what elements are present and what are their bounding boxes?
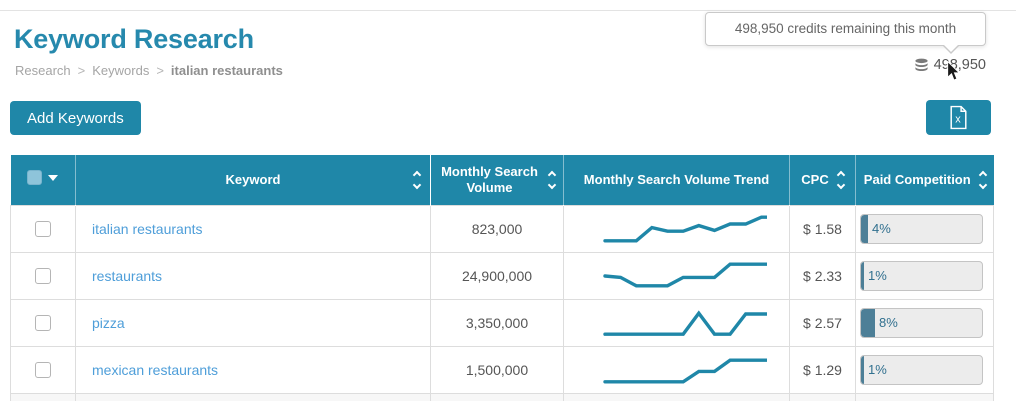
row-checkbox[interactable]: [35, 362, 51, 379]
paid-competition-bar: 4%: [860, 213, 983, 244]
sort-paid-icon[interactable]: [978, 170, 987, 189]
sort-keyword-icon[interactable]: [412, 170, 422, 189]
cpc-cell: $ 1.29: [789, 345, 856, 394]
row-select-cell: [10, 345, 76, 394]
keyword-row: italian restaurants 823,000 $ 1.58 4%: [10, 204, 994, 253]
sort-up-icon: [412, 170, 422, 179]
paid-competition-cell: 8%: [855, 298, 994, 347]
paid-competition-cell: 1%: [855, 251, 994, 300]
cpc-cell: $ 2.33: [789, 251, 856, 300]
credits-tooltip: 498,950 credits remaining this month: [705, 12, 986, 54]
row-select-cell: [10, 298, 76, 347]
column-header-paid-competition[interactable]: Paid Competition: [855, 155, 994, 205]
svg-text:x: x: [955, 114, 961, 126]
paid-competition-label: 1%: [868, 267, 887, 283]
paid-competition-bar: 1%: [860, 260, 983, 291]
excel-file-icon: x: [948, 105, 969, 130]
trend-sparkline: [602, 214, 767, 242]
keywords-table: Keyword Monthly Search Volume Monthly Se…: [10, 155, 994, 401]
sort-up-icon: [978, 170, 987, 179]
panel-top-border: [0, 10, 1016, 11]
sort-down-icon: [547, 180, 556, 189]
search-volume-cell: 1,500,000: [430, 345, 564, 394]
paid-competition-bar-fill: [861, 214, 868, 243]
select-all-header[interactable]: [10, 155, 76, 205]
paid-competition-bar: 1%: [860, 354, 983, 385]
keyword-row-partial: [10, 392, 994, 401]
breadcrumb-item[interactable]: Keywords: [92, 63, 150, 78]
page-title: Keyword Research: [14, 24, 254, 54]
trend-sparkline: [602, 309, 767, 336]
paid-competition-bar-fill: [861, 308, 875, 337]
keyword-cell: mexican restaurants: [75, 345, 431, 394]
sort-down-icon: [978, 180, 987, 189]
search-volume-cell: 3,350,000: [430, 298, 564, 347]
credits-indicator[interactable]: 498,950: [914, 57, 986, 73]
breadcrumb-item[interactable]: Research: [15, 63, 71, 78]
keyword-link[interactable]: mexican restaurants: [92, 361, 219, 378]
table-header-row: Keyword Monthly Search Volume Monthly Se…: [10, 155, 994, 205]
coins-icon: [914, 58, 929, 73]
cpc-cell: $ 2.57: [789, 298, 856, 347]
credits-value: 498,950: [933, 57, 986, 73]
trend-sparkline: [602, 357, 767, 383]
row-select-cell: [10, 251, 76, 300]
mouse-cursor: [947, 61, 961, 81]
search-volume-cell: 24,900,000: [430, 251, 564, 300]
breadcrumb-separator: >: [77, 63, 86, 78]
keyword-row: restaurants 24,900,000 $ 2.33 1%: [10, 251, 994, 300]
sort-down-icon: [836, 180, 845, 189]
paid-competition-label: 8%: [879, 314, 898, 330]
row-checkbox[interactable]: [35, 221, 51, 238]
paid-competition-bar-fill: [861, 261, 864, 290]
sort-msv-icon[interactable]: [547, 170, 556, 189]
keyword-cell: pizza: [75, 298, 431, 347]
search-volume-cell: 823,000: [430, 204, 564, 253]
keyword-link[interactable]: italian restaurants: [92, 220, 203, 237]
breadcrumb-separator: >: [156, 63, 164, 78]
sort-down-icon: [412, 180, 422, 189]
trend-cell: [563, 251, 790, 300]
column-header-monthly-search-volume[interactable]: Monthly Search Volume: [430, 155, 564, 205]
credits-tooltip-text: 498,950 credits remaining this month: [734, 21, 957, 36]
keyword-cell: italian restaurants: [75, 204, 431, 253]
paid-competition-bar: 8%: [860, 307, 983, 338]
paid-competition-label: 1%: [868, 361, 887, 377]
sort-up-icon: [547, 170, 556, 179]
column-header-trend: Monthly Search Volume Trend: [563, 155, 790, 205]
breadcrumb: Research > Keywords > italian restaurants: [15, 63, 283, 78]
table-body: italian restaurants 823,000 $ 1.58 4% re…: [10, 204, 994, 401]
trend-cell: [563, 204, 790, 253]
cpc-cell: $ 1.58: [789, 204, 856, 253]
export-excel-button[interactable]: x: [926, 100, 991, 135]
keyword-row: pizza 3,350,000 $ 2.57 8%: [10, 298, 994, 347]
sort-up-icon: [836, 170, 845, 179]
paid-competition-bar-fill: [861, 355, 864, 384]
keyword-link[interactable]: restaurants: [92, 267, 163, 284]
trend-cell: [563, 298, 790, 347]
paid-competition-cell: 4%: [855, 204, 994, 253]
paid-competition-cell: 1%: [855, 345, 994, 394]
trend-cell: [563, 345, 790, 394]
paid-competition-label: 4%: [872, 220, 891, 236]
column-header-cpc[interactable]: CPC: [789, 155, 856, 205]
keyword-cell: restaurants: [75, 251, 431, 300]
row-checkbox[interactable]: [35, 268, 51, 285]
row-checkbox[interactable]: [35, 315, 51, 332]
sort-cpc-icon[interactable]: [836, 170, 845, 189]
select-all-checkbox[interactable]: [27, 170, 43, 186]
select-dropdown-caret-icon[interactable]: [48, 174, 59, 181]
breadcrumb-item: italian restaurants: [170, 63, 283, 78]
add-keywords-button[interactable]: Add Keywords: [10, 101, 141, 135]
row-select-cell: [10, 204, 76, 253]
trend-sparkline: [602, 261, 767, 287]
column-header-keyword[interactable]: Keyword: [75, 155, 431, 205]
keyword-link[interactable]: pizza: [92, 314, 125, 331]
keyword-row: mexican restaurants 1,500,000 $ 1.29 1%: [10, 345, 994, 394]
